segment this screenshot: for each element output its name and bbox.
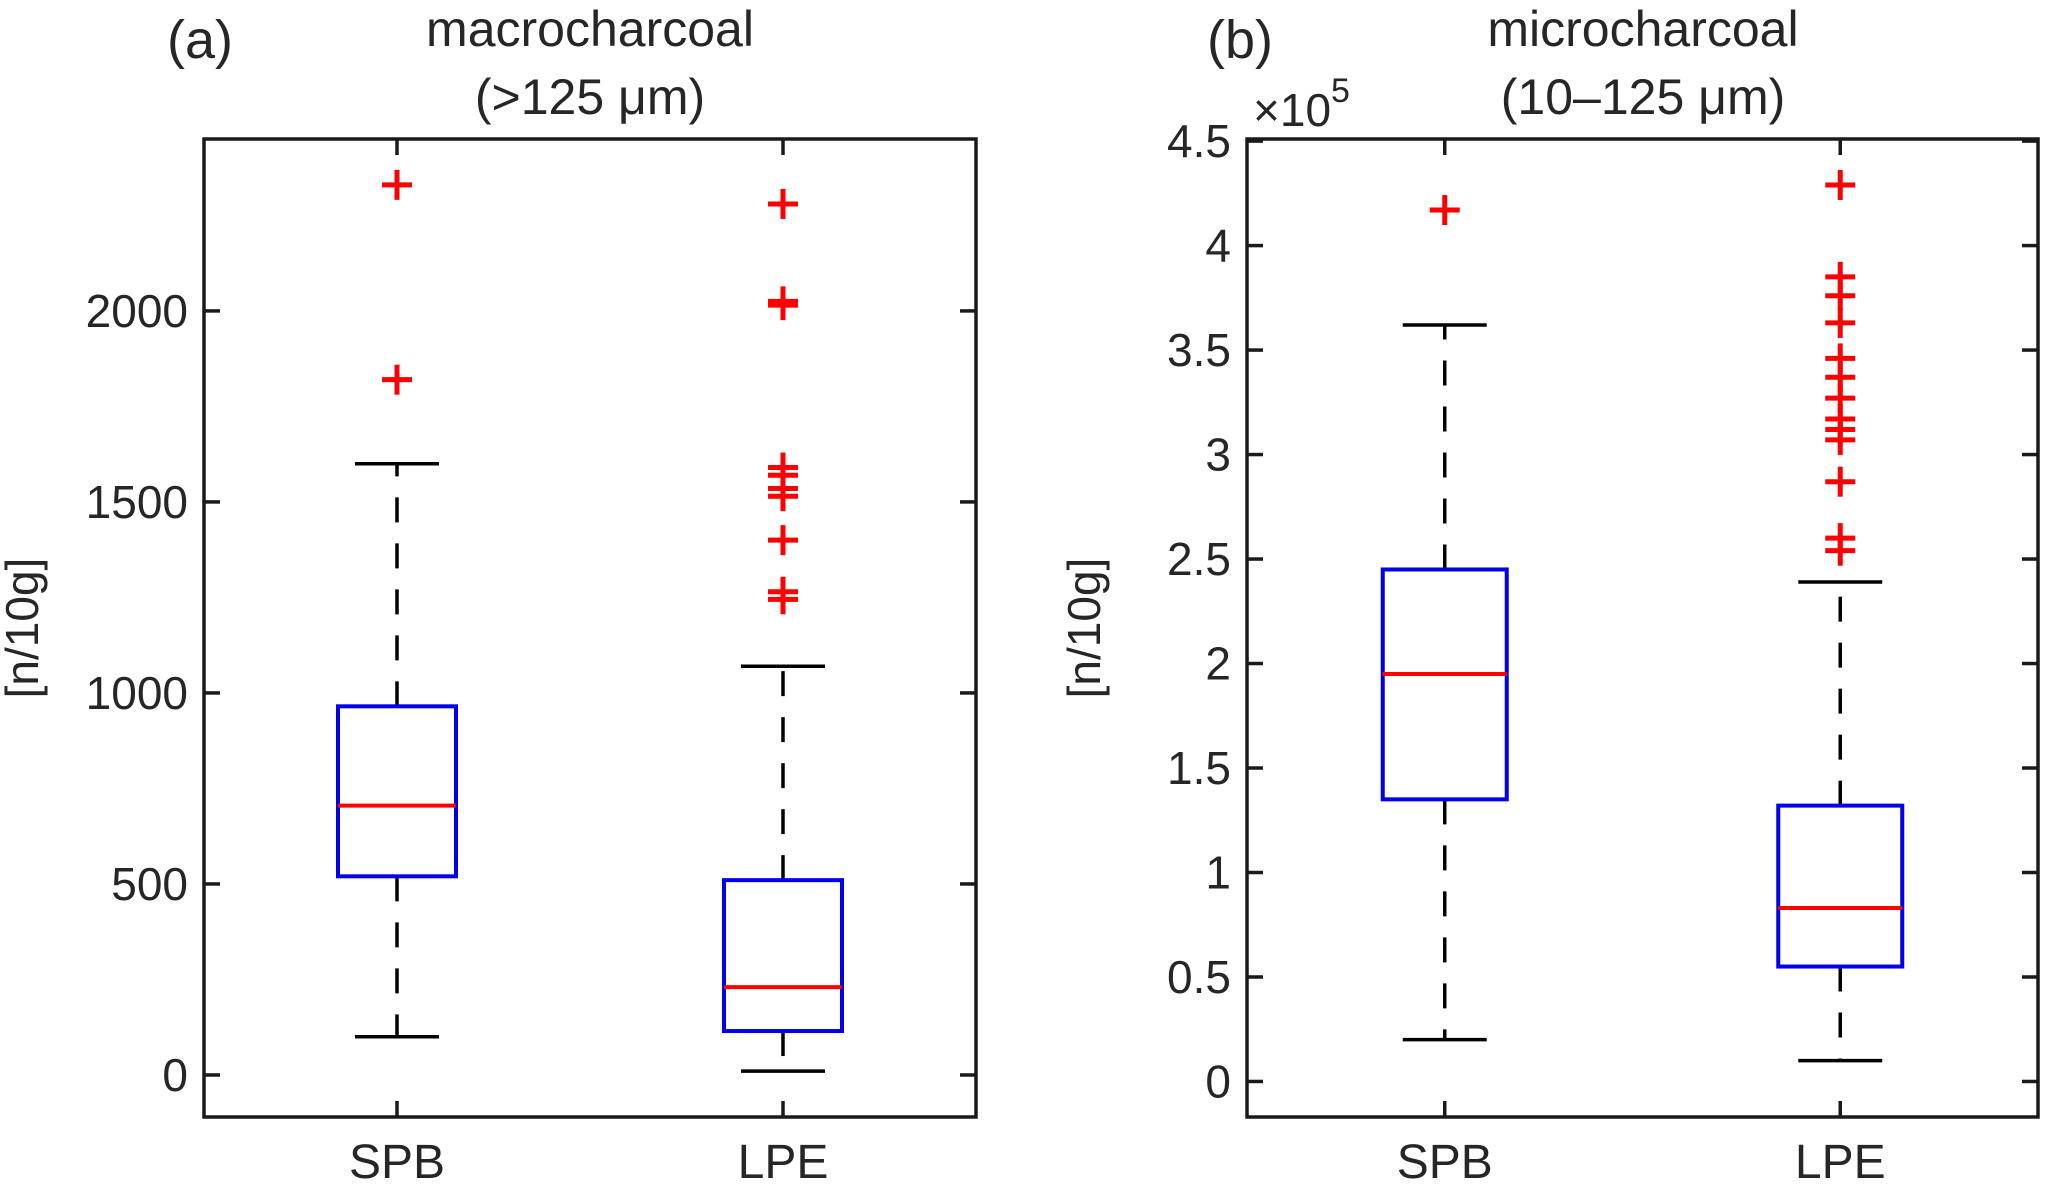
outlier-marker-spb-a bbox=[382, 169, 412, 200]
outlier-marker-spb-b bbox=[1429, 195, 1460, 226]
outlier-marker-lpe-a bbox=[768, 525, 798, 556]
y-tick-label-b: 0 bbox=[1205, 1055, 1231, 1107]
outlier-marker-lpe-b bbox=[1825, 169, 1856, 200]
panel-title-line1-a: macrocharcoal bbox=[426, 1, 754, 57]
y-axis-label-b: [n/10g] bbox=[1058, 558, 1110, 699]
panel-title-line2-b: (10–125 μm) bbox=[1501, 69, 1786, 125]
y-tick-label-a: 500 bbox=[111, 858, 188, 910]
category-label-lpe-b: LPE bbox=[1795, 1136, 1886, 1187]
panel-a bbox=[202, 137, 978, 1119]
outlier-marker-lpe-b bbox=[1825, 343, 1856, 374]
y-tick-label-b: 1.5 bbox=[1167, 742, 1231, 794]
category-label-lpe-a: LPE bbox=[738, 1136, 829, 1187]
y-tick-label-b: 3 bbox=[1205, 429, 1231, 481]
outlier-marker-lpe-b bbox=[1825, 466, 1856, 497]
category-label-spb-a: SPB bbox=[349, 1136, 445, 1187]
panel-tag-a: (a) bbox=[167, 10, 233, 70]
outlier-marker-lpe-a bbox=[768, 188, 798, 219]
y-tick-label-a: 0 bbox=[162, 1049, 188, 1101]
y-axis-multiplier-b: ×105 bbox=[1253, 72, 1350, 136]
panel-tag-b: (b) bbox=[1207, 10, 1273, 70]
box-spb-a bbox=[336, 169, 458, 1039]
panel-title-line1-b: microcharcoal bbox=[1487, 1, 1798, 57]
outlier-marker-lpe-a bbox=[768, 286, 798, 317]
outlier-marker-spb-a bbox=[382, 364, 412, 395]
panel-title-line2-a: (>125 μm) bbox=[475, 69, 705, 125]
y-tick-label-b: 2 bbox=[1205, 638, 1231, 690]
axes-box-b bbox=[1245, 137, 2040, 1119]
iqr-box-lpe-a bbox=[722, 878, 844, 1034]
axes-box-a bbox=[202, 137, 978, 1119]
y-tick-label-b: 1 bbox=[1205, 847, 1231, 899]
iqr-box-spb-a bbox=[336, 704, 458, 879]
y-tick-label-b: 4 bbox=[1205, 220, 1231, 272]
panel-b: ×105 bbox=[1245, 72, 2040, 1119]
category-label-spb-b: SPB bbox=[1397, 1136, 1493, 1187]
box-lpe-b bbox=[1776, 169, 1905, 1063]
y-tick-label-a: 1500 bbox=[86, 476, 188, 528]
y-tick-label-a: 2000 bbox=[86, 285, 188, 337]
box-spb-b bbox=[1380, 195, 1509, 1042]
outlier-marker-lpe-b bbox=[1825, 261, 1856, 292]
outlier-marker-lpe-b bbox=[1825, 523, 1856, 554]
y-axis-label-a: [n/10g] bbox=[0, 558, 48, 699]
outlier-marker-lpe-a bbox=[768, 576, 798, 607]
y-tick-label-b: 2.5 bbox=[1167, 533, 1231, 585]
iqr-box-lpe-b bbox=[1776, 803, 1905, 969]
box-lpe-a bbox=[722, 188, 844, 1073]
iqr-box-spb-b bbox=[1380, 567, 1509, 802]
y-tick-label-b: 3.5 bbox=[1167, 324, 1231, 376]
outlier-marker-lpe-b bbox=[1825, 307, 1856, 338]
y-tick-label-a: 1000 bbox=[86, 667, 188, 719]
outlier-marker-lpe-a bbox=[768, 452, 798, 483]
y-tick-label-b: 0.5 bbox=[1167, 951, 1231, 1003]
y-tick-label-b: 4.5 bbox=[1167, 115, 1231, 167]
